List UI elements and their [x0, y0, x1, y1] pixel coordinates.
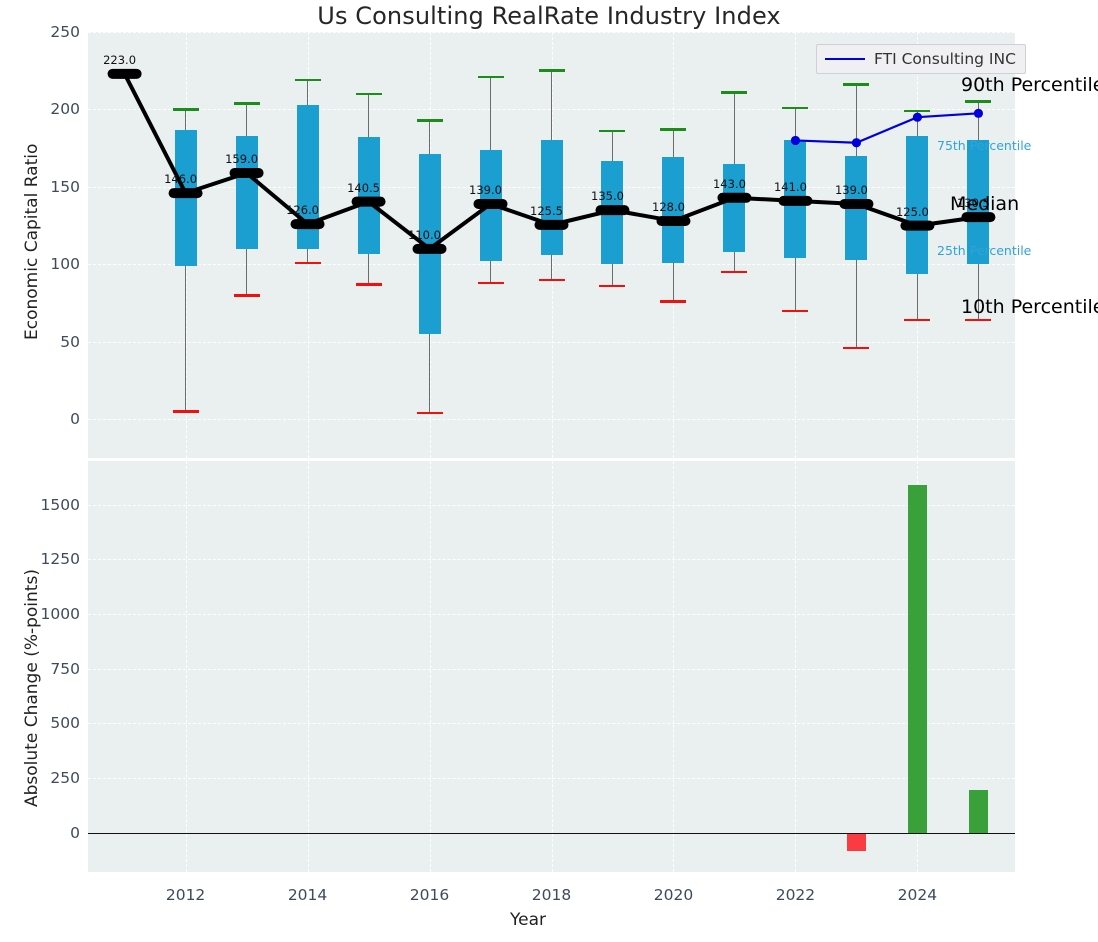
cap-p10 — [721, 270, 748, 274]
cap-p10 — [416, 411, 443, 415]
median-value-label: 139.0 — [834, 182, 868, 197]
y-tick-label: 250 — [50, 768, 80, 787]
bar-positive — [968, 789, 988, 833]
cap-p90 — [721, 91, 748, 94]
box-iqr — [967, 140, 990, 265]
legend-label: FTI Consulting INC — [874, 50, 1016, 68]
cap-p90 — [904, 109, 931, 113]
y-tick-label: 150 — [50, 177, 80, 196]
y-tick-label: 1250 — [40, 550, 80, 569]
cap-p10 — [538, 278, 565, 282]
box-iqr — [662, 157, 685, 263]
zero-baseline — [88, 832, 1015, 834]
y-tick-label: 200 — [50, 100, 80, 119]
y-tick-label: 1000 — [40, 605, 80, 624]
cap-p90 — [843, 83, 870, 86]
annotation-p90: 90th Percentile — [961, 74, 1098, 96]
bar-positive — [907, 485, 927, 833]
cap-p10 — [843, 346, 870, 350]
median-line — [107, 68, 996, 254]
lower-y-axis-label: Absolute Change (%-points) — [22, 568, 42, 807]
legend-line-swatch — [825, 58, 865, 60]
box-iqr — [906, 135, 929, 274]
median-value-label: 143.0 — [712, 176, 746, 191]
cap-p90 — [965, 100, 992, 103]
cap-p10 — [477, 281, 504, 285]
median-value-label: 141.0 — [773, 179, 807, 194]
y-tick-label: 0 — [70, 823, 80, 842]
y-tick-label: 750 — [50, 659, 80, 678]
gridline-x — [795, 461, 797, 872]
cap-p10 — [965, 318, 992, 322]
cap-p10 — [599, 284, 626, 288]
cap-p10 — [660, 300, 687, 303]
cap-p10 — [904, 318, 931, 322]
cap-p90 — [294, 78, 321, 82]
upper-y-axis-label: Economic Capital Ratio — [22, 143, 42, 340]
median-value-label: 139.0 — [469, 182, 502, 197]
median-value-label: 128.0 — [652, 199, 685, 214]
median-value-label: 135.0 — [591, 189, 624, 204]
gridline-x — [185, 461, 187, 872]
box-iqr — [723, 163, 746, 252]
median-value-label: 130.5 — [956, 196, 990, 211]
y-tick-label: 100 — [50, 255, 80, 274]
annotation-median: Median — [950, 193, 1020, 215]
cap-p10 — [355, 283, 382, 286]
cap-p90 — [538, 69, 565, 73]
gridline-x — [429, 461, 431, 872]
cap-p90 — [599, 129, 626, 133]
y-tick-label: 500 — [50, 714, 80, 733]
box-iqr — [235, 135, 258, 249]
lower-plot-panel — [88, 461, 1015, 872]
cap-p10 — [294, 261, 321, 265]
annotation-p75: 75th Percentile — [937, 138, 1032, 153]
annotation-p10: 10th Percentile — [961, 296, 1098, 318]
median-value-label: 125.0 — [895, 204, 929, 219]
y-tick-label: 0 — [70, 410, 80, 429]
median-value-label: 110.0 — [408, 227, 441, 242]
x-tick-label: 2012 — [165, 886, 206, 904]
median-value-label: 125.5 — [530, 203, 563, 218]
x-axis-label: Year — [510, 910, 546, 930]
cap-p10 — [233, 294, 260, 297]
box-iqr — [296, 104, 319, 249]
fti-series-line — [790, 108, 984, 148]
y-tick-label: 1500 — [40, 495, 80, 514]
page-title: Us Consulting RealRate Industry Index — [317, 2, 781, 30]
cap-p90 — [660, 128, 687, 131]
upper-plot-panel: 223.0 146.0 159.0 126.0 140.5 110.0 139.0 125.5… — [88, 32, 1015, 458]
annotation-p25: 25th Percentile — [937, 243, 1032, 258]
cap-p90 — [416, 118, 443, 122]
x-tick-label: 2018 — [531, 886, 572, 904]
bar-negative — [846, 832, 866, 852]
x-tick-label: 2020 — [653, 886, 694, 904]
x-tick-label: 2016 — [409, 886, 450, 904]
x-tick-label: 2014 — [287, 886, 328, 904]
median-value-label: 146.0 — [164, 172, 198, 187]
cap-p90 — [172, 108, 199, 111]
gridline-x — [673, 461, 675, 872]
legend: FTI Consulting INC — [816, 44, 1026, 74]
cap-p90 — [233, 101, 260, 105]
gridline-x — [307, 461, 309, 872]
cap-p90 — [782, 106, 809, 110]
median-value-label: 140.5 — [347, 180, 380, 195]
cap-p90 — [477, 75, 504, 79]
x-tick-label: 2022 — [775, 886, 816, 904]
cap-p10 — [782, 309, 809, 313]
y-tick-label: 50 — [60, 332, 80, 351]
y-tick-label: 250 — [50, 23, 80, 41]
gridline-x — [551, 461, 553, 872]
median-value-label: 159.0 — [225, 151, 259, 166]
cap-p90 — [355, 92, 382, 96]
cap-p10 — [172, 410, 199, 413]
median-value-label: 126.0 — [286, 203, 320, 218]
median-value-label: 223.0 — [103, 52, 137, 67]
box-iqr — [357, 137, 380, 254]
x-tick-label: 2024 — [897, 886, 938, 904]
